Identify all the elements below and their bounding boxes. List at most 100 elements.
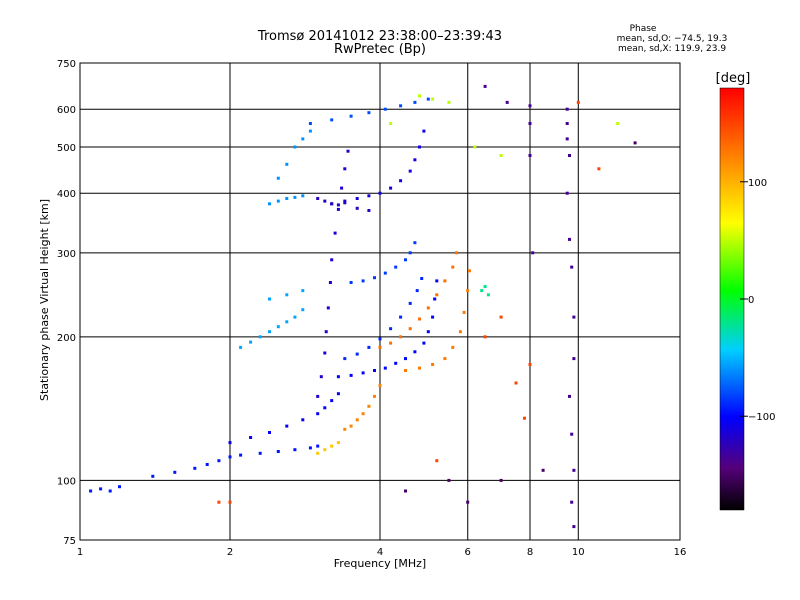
data-point bbox=[431, 315, 435, 319]
data-point bbox=[378, 345, 382, 349]
data-point bbox=[323, 448, 327, 452]
data-point bbox=[330, 399, 334, 403]
data-point bbox=[308, 122, 312, 125]
data-point bbox=[343, 167, 347, 171]
data-point bbox=[333, 231, 337, 235]
data-point bbox=[228, 441, 232, 445]
data-point bbox=[415, 289, 419, 293]
data-point bbox=[408, 327, 412, 331]
data-point bbox=[486, 293, 490, 297]
data-point bbox=[514, 381, 518, 385]
data-point bbox=[468, 269, 471, 273]
data-point bbox=[483, 84, 487, 88]
data-point bbox=[268, 202, 271, 206]
data-point bbox=[413, 350, 417, 354]
data-point bbox=[418, 317, 421, 321]
data-point bbox=[373, 394, 376, 398]
data-point bbox=[228, 455, 232, 459]
data-point bbox=[316, 444, 320, 448]
data-point bbox=[349, 373, 353, 377]
data-point bbox=[570, 265, 574, 269]
y-tick-label: 200 bbox=[57, 333, 76, 344]
data-point bbox=[285, 197, 289, 200]
data-point bbox=[435, 293, 439, 297]
colorbar-label: [deg] bbox=[716, 71, 751, 86]
data-point bbox=[473, 145, 477, 149]
data-point bbox=[408, 251, 412, 255]
data-point bbox=[336, 392, 340, 396]
data-point bbox=[633, 141, 637, 145]
data-point bbox=[572, 468, 576, 472]
data-point bbox=[408, 169, 412, 173]
data-point bbox=[420, 277, 424, 280]
plot-frame bbox=[79, 62, 681, 541]
data-point bbox=[435, 279, 439, 283]
data-point bbox=[173, 470, 177, 474]
data-point bbox=[308, 129, 312, 133]
stats-line-x: mean, sd,X: 119.9, 23.9 bbox=[618, 44, 726, 54]
data-point bbox=[418, 366, 421, 370]
data-point bbox=[217, 459, 221, 463]
data-point bbox=[118, 485, 121, 489]
x-tick-label: 16 bbox=[674, 547, 687, 558]
data-point bbox=[324, 330, 328, 334]
data-point bbox=[336, 207, 340, 211]
data-point bbox=[462, 310, 466, 314]
data-point bbox=[447, 100, 451, 104]
data-point bbox=[565, 122, 569, 125]
data-point bbox=[323, 406, 327, 410]
data-point bbox=[367, 209, 371, 212]
data-point bbox=[541, 468, 545, 472]
y-tick-label: 300 bbox=[57, 249, 76, 260]
chart-subtitle: RwPretec (Bp) bbox=[334, 42, 426, 57]
data-point bbox=[568, 154, 571, 157]
data-point bbox=[367, 404, 371, 408]
data-point bbox=[572, 525, 576, 529]
data-point bbox=[528, 154, 532, 157]
data-point bbox=[285, 162, 289, 166]
data-point bbox=[276, 325, 280, 329]
x-tick-label: 2 bbox=[227, 547, 233, 558]
data-point bbox=[193, 466, 197, 470]
colorbar-tick-label: 100 bbox=[748, 178, 767, 189]
colorbar-tick-label: −100 bbox=[748, 412, 775, 423]
data-point bbox=[355, 197, 359, 200]
x-tick-label: 4 bbox=[377, 547, 383, 558]
data-point bbox=[466, 289, 470, 293]
data-point bbox=[268, 431, 271, 434]
data-point bbox=[293, 195, 297, 199]
data-point bbox=[418, 94, 421, 98]
chart-title: Tromsø 20141012 23:38:00–23:39:43 bbox=[257, 29, 502, 44]
data-point bbox=[349, 281, 353, 284]
data-point bbox=[330, 444, 334, 448]
data-point bbox=[343, 427, 347, 431]
data-point bbox=[426, 330, 430, 334]
data-point bbox=[258, 451, 262, 455]
data-point bbox=[316, 451, 320, 455]
data-point bbox=[523, 416, 526, 420]
data-point bbox=[249, 340, 253, 344]
data-point bbox=[330, 202, 334, 206]
data-point bbox=[568, 237, 571, 241]
data-point bbox=[367, 345, 371, 349]
y-tick-label: 100 bbox=[57, 476, 76, 487]
x-axis-ticks: 1 2 4 6 8 10 16 bbox=[77, 547, 687, 558]
data-point bbox=[355, 206, 359, 210]
data-point bbox=[336, 441, 340, 445]
data-point bbox=[343, 357, 347, 361]
stats-line-o: mean, sd,O: −74.5, 19.3 bbox=[617, 34, 728, 44]
data-point bbox=[108, 489, 112, 493]
data-point bbox=[389, 341, 393, 345]
data-point bbox=[367, 194, 371, 198]
y-axis-label: Stationary phase Virtual Height [km] bbox=[38, 199, 51, 401]
data-point bbox=[499, 315, 503, 319]
data-point bbox=[293, 315, 297, 319]
data-point bbox=[413, 100, 417, 104]
data-point bbox=[455, 251, 459, 255]
data-point bbox=[276, 450, 280, 453]
data-point bbox=[426, 97, 430, 101]
grid-lines bbox=[80, 63, 680, 540]
data-point bbox=[361, 371, 365, 375]
data-point bbox=[349, 114, 353, 118]
